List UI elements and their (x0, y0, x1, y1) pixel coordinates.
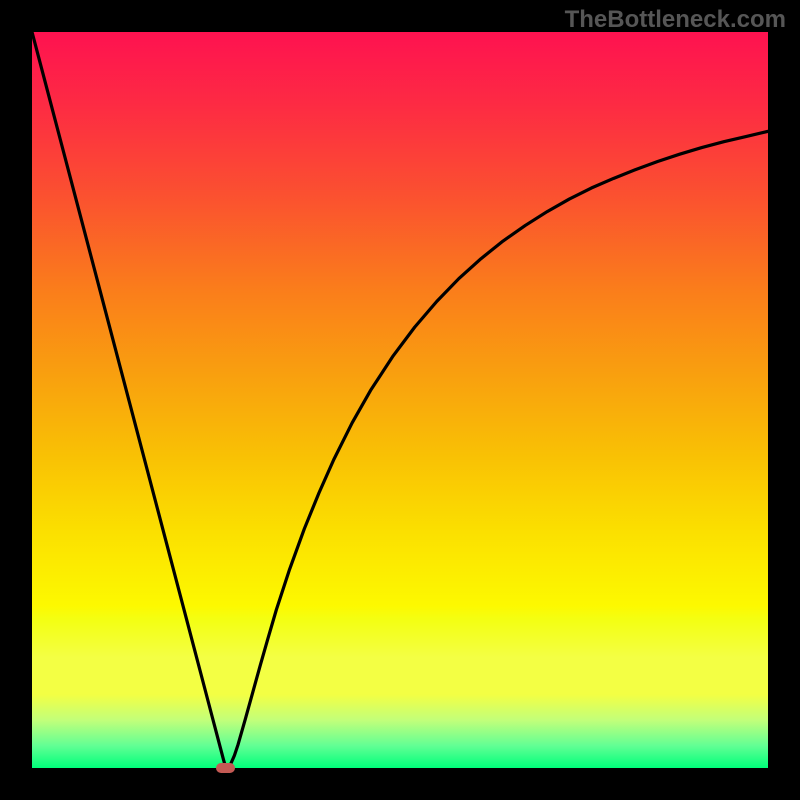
watermark-text: TheBottleneck.com (565, 6, 786, 34)
plot-area (32, 32, 768, 768)
chart-container: { "watermark": { "text": "TheBottleneck.… (0, 0, 800, 800)
bottleneck-curve (32, 32, 768, 768)
minimum-marker (216, 763, 235, 773)
curve-layer (32, 32, 768, 768)
